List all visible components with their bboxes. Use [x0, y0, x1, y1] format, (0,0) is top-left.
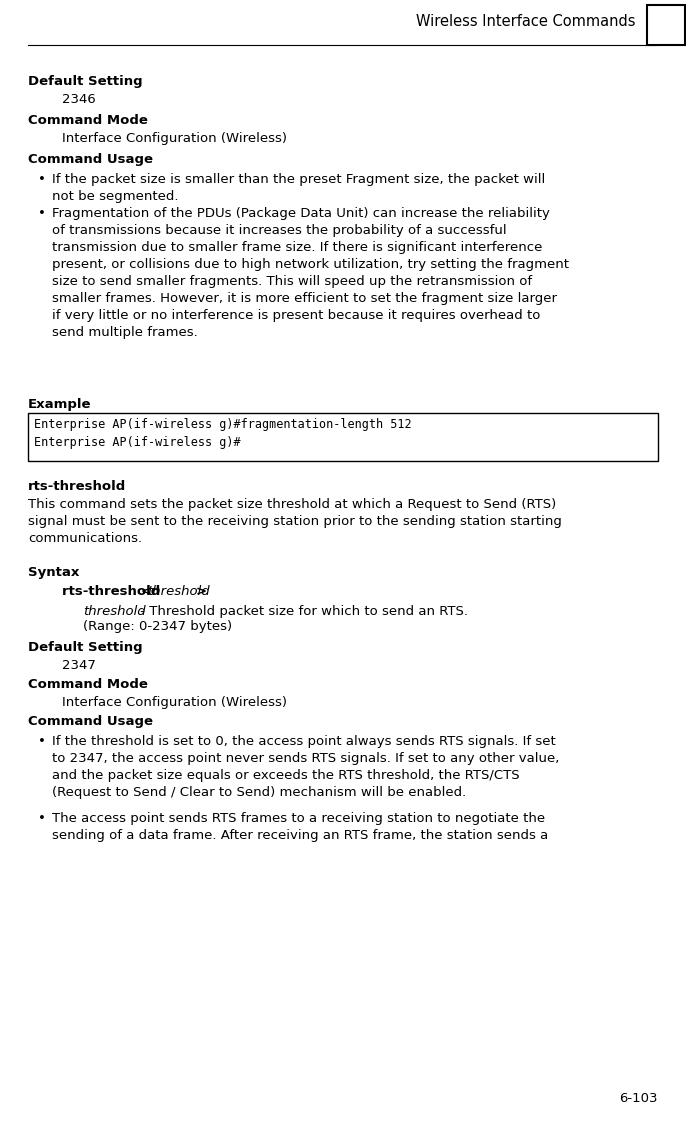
Bar	[28, 413, 658, 462]
Text: threshold: threshold	[147, 585, 210, 599]
Text: •: •	[38, 207, 46, 220]
Text: <: <	[141, 585, 152, 599]
Text: •: •	[38, 812, 46, 825]
Text: Default Setting: Default Setting	[28, 641, 143, 654]
Text: 6-103: 6-103	[619, 1092, 658, 1105]
Text: If the threshold is set to 0, the access point always sends RTS signals. If set
: If the threshold is set to 0, the access…	[52, 734, 559, 798]
Text: (Range: 0-2347 bytes): (Range: 0-2347 bytes)	[83, 620, 232, 633]
Text: >: >	[196, 585, 207, 599]
Bar	[647, 4, 685, 45]
Text: 2347: 2347	[62, 659, 96, 672]
Text: Command Mode: Command Mode	[28, 678, 148, 691]
Text: Default Setting: Default Setting	[28, 75, 143, 88]
Text: threshold: threshold	[83, 605, 145, 618]
Text: Interface Configuration (Wireless): Interface Configuration (Wireless)	[62, 696, 287, 709]
Text: rts-threshold: rts-threshold	[62, 585, 165, 599]
Text: The access point sends RTS frames to a receiving station to negotiate the
sendin: The access point sends RTS frames to a r…	[52, 812, 548, 842]
Text: Command Mode: Command Mode	[28, 115, 148, 127]
Text: Command Usage: Command Usage	[28, 715, 153, 728]
Text: 2346: 2346	[62, 93, 96, 106]
Text: Interface Configuration (Wireless): Interface Configuration (Wireless)	[62, 133, 287, 145]
Text: Fragmentation of the PDUs (Package Data Unit) can increase the reliability
of tr: Fragmentation of the PDUs (Package Data …	[52, 207, 569, 339]
Text: This command sets the packet size threshold at which a Request to Send (RTS)
sig: This command sets the packet size thresh…	[28, 497, 562, 545]
Text: Example: Example	[28, 398, 91, 411]
Text: •: •	[38, 734, 46, 748]
Text: - Threshold packet size for which to send an RTS.: - Threshold packet size for which to sen…	[136, 605, 468, 618]
Text: Syntax: Syntax	[28, 566, 80, 579]
Text: If the packet size is smaller than the preset Fragment size, the packet will
not: If the packet size is smaller than the p…	[52, 173, 545, 203]
Text: Enterprise AP(if-wireless g)#fragmentation-length 512
Enterprise AP(if-wireless : Enterprise AP(if-wireless g)#fragmentati…	[34, 418, 412, 449]
Text: Command Usage: Command Usage	[28, 153, 153, 166]
Text: rts-threshold: rts-threshold	[28, 480, 126, 493]
Text: 6: 6	[657, 12, 676, 42]
Text: •: •	[38, 173, 46, 186]
Text: Wireless Interface Commands: Wireless Interface Commands	[416, 13, 636, 29]
